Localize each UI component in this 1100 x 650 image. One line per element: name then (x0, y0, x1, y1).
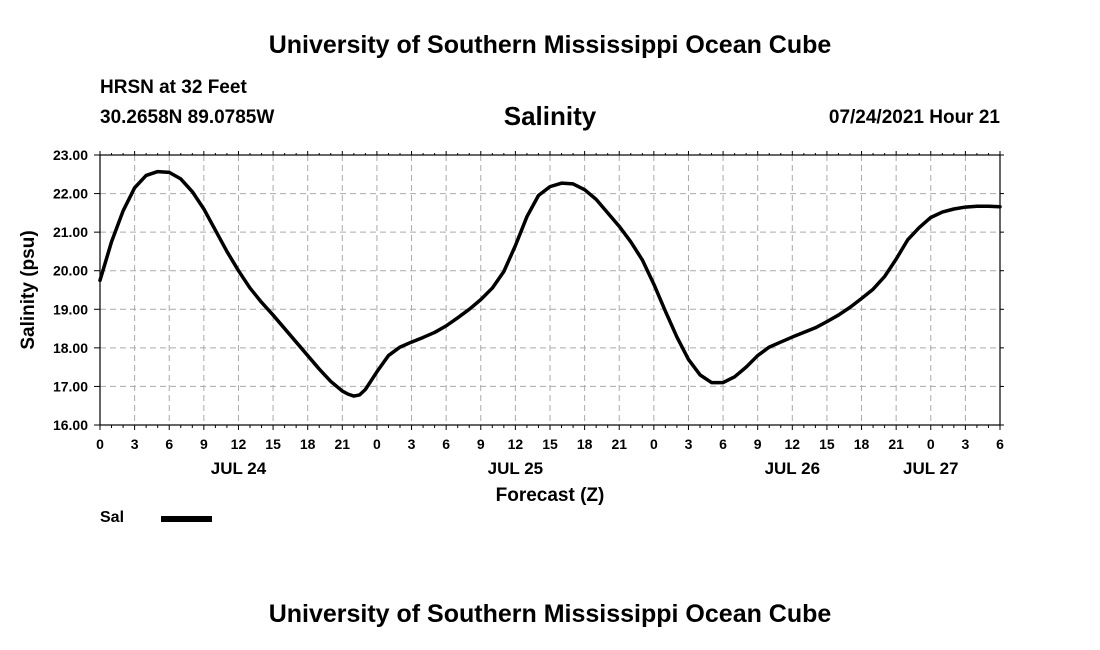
x-tick-label: 6 (165, 436, 173, 452)
date-label: JUL 27 (903, 459, 958, 478)
x-tick-label: 6 (442, 436, 450, 452)
x-tick-label: 3 (408, 436, 416, 452)
x-axis-label: Forecast (Z) (496, 485, 605, 506)
y-tick-label: 20.00 (53, 263, 88, 279)
date-label: JUL 26 (765, 459, 820, 478)
x-tick-label: 18 (300, 436, 316, 452)
series-layer (98, 169, 1002, 398)
y-tick-label: 21.00 (53, 224, 88, 240)
x-tick-label: 21 (335, 436, 351, 452)
date-label: JUL 24 (211, 459, 267, 478)
x-tick-label: 3 (685, 436, 693, 452)
footer-title: University of Southern Mississippi Ocean… (268, 600, 832, 628)
labels-layer: 16.00 17.00 18.00 19.00 20.00 21.00 22.00 23.00… (18, 147, 1004, 506)
y-tick-label: 19.00 (53, 301, 88, 317)
x-tick-label: 12 (508, 436, 524, 452)
x-tick-label: 21 (888, 436, 904, 452)
x-tick-label: 12 (785, 436, 801, 452)
x-tick-label: 12 (231, 436, 247, 452)
y-tick-label: 18.00 (53, 340, 88, 356)
x-tick-label: 0 (927, 436, 935, 452)
datetime-label: 07/24/2021 Hour 21 (828, 107, 1000, 128)
y-axis-label: Salinity (psu) (18, 230, 39, 349)
y-tick-label: 17.00 (53, 378, 88, 394)
x-tick-label: 15 (265, 436, 281, 452)
grid-layer (100, 155, 1000, 425)
date-label: JUL 25 (488, 459, 543, 478)
axes-layer (94, 151, 1004, 430)
x-tick-label: 21 (611, 436, 627, 452)
x-tick-label: 15 (819, 436, 835, 452)
chart-title: Salinity (503, 101, 597, 131)
coordinates-label: 30.2658N 89.0785W (100, 107, 275, 128)
series-line-salinity (98, 169, 1002, 398)
x-tick-label: 3 (961, 436, 969, 452)
x-tick-label: 9 (477, 436, 485, 452)
y-tick-label: 23.00 (53, 147, 88, 163)
x-tick-label: 6 (719, 436, 727, 452)
y-tick-label: 22.00 (53, 186, 88, 202)
x-tick-label: 18 (577, 436, 593, 452)
x-tick-label: 0 (650, 436, 658, 452)
x-tick-label: 0 (373, 436, 381, 452)
y-tick-label: 16.00 (53, 417, 88, 433)
legend-label-sal: Sal (100, 509, 125, 526)
legend-swatch-sal (161, 516, 212, 522)
x-tick-label: 18 (854, 436, 870, 452)
station-label: HRSN at 32 Feet (100, 77, 247, 98)
x-tick-label: 15 (542, 436, 558, 452)
x-tick-label: 0 (96, 436, 104, 452)
x-tick-label: 9 (200, 436, 208, 452)
page-title: University of Southern Mississippi Ocean… (268, 31, 832, 59)
x-tick-label: 6 (996, 436, 1004, 452)
x-tick-label: 9 (754, 436, 762, 452)
plot-frame (99, 154, 1001, 426)
x-tick-label: 3 (131, 436, 139, 452)
